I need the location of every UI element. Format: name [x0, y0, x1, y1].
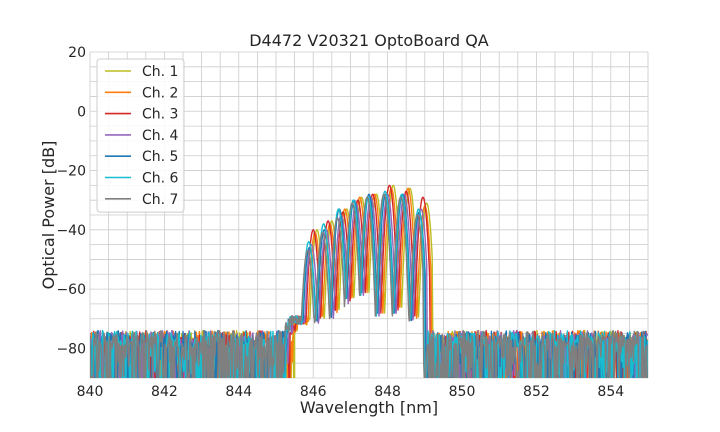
legend-label: Ch. 1 [142, 64, 178, 80]
legend-label: Ch. 6 [142, 171, 179, 187]
x-tick-label: 842 [151, 384, 178, 400]
legend-label: Ch. 5 [142, 149, 178, 165]
chart-title: D4472 V20321 OptoBoard QA [249, 31, 489, 50]
x-tick-label: 846 [300, 384, 327, 400]
y-axis-label: Optical Power [dB] [39, 141, 58, 290]
series-line-7 [90, 193, 648, 378]
legend-label: Ch. 7 [142, 192, 178, 208]
x-tick-label: 850 [449, 384, 476, 400]
series-lines [90, 184, 648, 378]
x-tick-label: 854 [597, 384, 624, 400]
y-tick-label: 0 [77, 104, 86, 120]
x-tick-label: 844 [225, 384, 252, 400]
y-tick-label: −40 [56, 223, 86, 239]
x-axis-label: Wavelength [nm] [300, 398, 438, 417]
y-tick-label: −80 [56, 341, 86, 357]
legend-box [96, 58, 185, 213]
y-tick-label: −20 [56, 164, 86, 180]
x-tick-label: 852 [523, 384, 550, 400]
x-tick-labels: 840 842 844 846 848 850 852 854 [77, 384, 625, 400]
legend-label: Ch. 4 [142, 128, 179, 144]
x-tick-label: 840 [77, 384, 104, 400]
y-tick-label: −60 [56, 282, 86, 298]
legend-label: Ch. 2 [142, 85, 178, 101]
y-tick-labels: 20 0 −20 −40 −60 −80 [56, 45, 86, 357]
x-tick-label: 848 [374, 384, 401, 400]
y-tick-label: 20 [68, 45, 86, 61]
legend-label: Ch. 3 [142, 107, 178, 123]
legend: Ch. 1 Ch. 2 Ch. 3 Ch. 4 Ch. 5 Ch. 6 Ch. 7 [96, 58, 185, 213]
